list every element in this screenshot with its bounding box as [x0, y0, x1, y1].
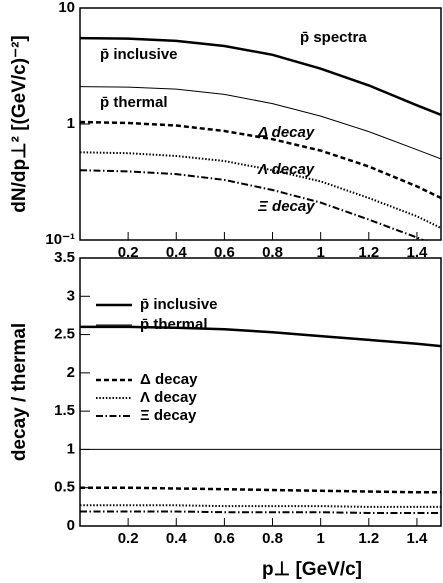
y-tick-label: 3 [67, 287, 75, 304]
x-axis-label: p⊥ [GeV/c] [262, 559, 362, 580]
x-tick-label: 0.6 [214, 244, 235, 261]
x-tick-label: 1.2 [358, 530, 379, 547]
x-tick-label: 0.4 [166, 530, 188, 547]
curve-label: p̄ inclusive [100, 46, 178, 63]
data-line [80, 325, 441, 348]
curve-label: Δ decay [257, 124, 315, 141]
y-tick-label: 2 [67, 364, 75, 381]
data-line [80, 36, 441, 116]
data-line [80, 504, 441, 508]
data-line [80, 86, 441, 160]
curve-label: p̄ thermal [100, 94, 168, 111]
series-group [80, 325, 441, 514]
data-line [80, 486, 441, 494]
chart-title: p̄ spectra [300, 29, 367, 46]
legend-label: Δ decay [140, 371, 198, 388]
x-tick-label: 1.2 [358, 244, 379, 261]
y-axis-label: dN/dp⊥² [(GeV/c)⁻²] [9, 35, 30, 213]
x-tick-label: 1.4 [407, 530, 429, 547]
x-tick-label: 0.4 [166, 244, 188, 261]
y-tick-label: 10 [58, 0, 75, 16]
x-tick-label: 0.2 [118, 244, 139, 261]
x-tick-label: 1 [316, 530, 324, 547]
y-tick-label: 1.5 [54, 402, 75, 419]
x-tick-label: 0.8 [262, 530, 283, 547]
x-tick-label: 0.2 [118, 530, 139, 547]
y-tick-label: 0 [67, 517, 75, 534]
y-tick-label: 0.5 [54, 479, 75, 496]
y-axis-label: decay / thermal [9, 323, 30, 461]
y-tick-label: 3.5 [54, 249, 75, 266]
x-tick-label: 1 [316, 244, 324, 261]
x-tick-label: 0.6 [214, 530, 235, 547]
curve-label: Λ decay [257, 161, 315, 178]
y-tick-label: 1 [67, 440, 75, 457]
legend-label: p̄ thermal [140, 316, 208, 333]
x-tick-label: 0.8 [262, 244, 283, 261]
legend-label: Λ decay [140, 389, 197, 406]
data-line [80, 169, 425, 240]
data-line [80, 120, 441, 200]
curve-label: Ξ decay [257, 198, 315, 215]
y-tick-label: 2.5 [54, 326, 75, 343]
y-tick-label: 1 [67, 115, 75, 132]
data-line [80, 510, 441, 514]
x-tick-label: 1.4 [407, 244, 429, 261]
legend-label: p̄ inclusive [140, 296, 218, 313]
plot-frame [79, 257, 442, 527]
legend-label: Ξ decay [140, 407, 197, 424]
y-tick-label: 10⁻¹ [45, 231, 75, 248]
series-group [80, 36, 441, 240]
